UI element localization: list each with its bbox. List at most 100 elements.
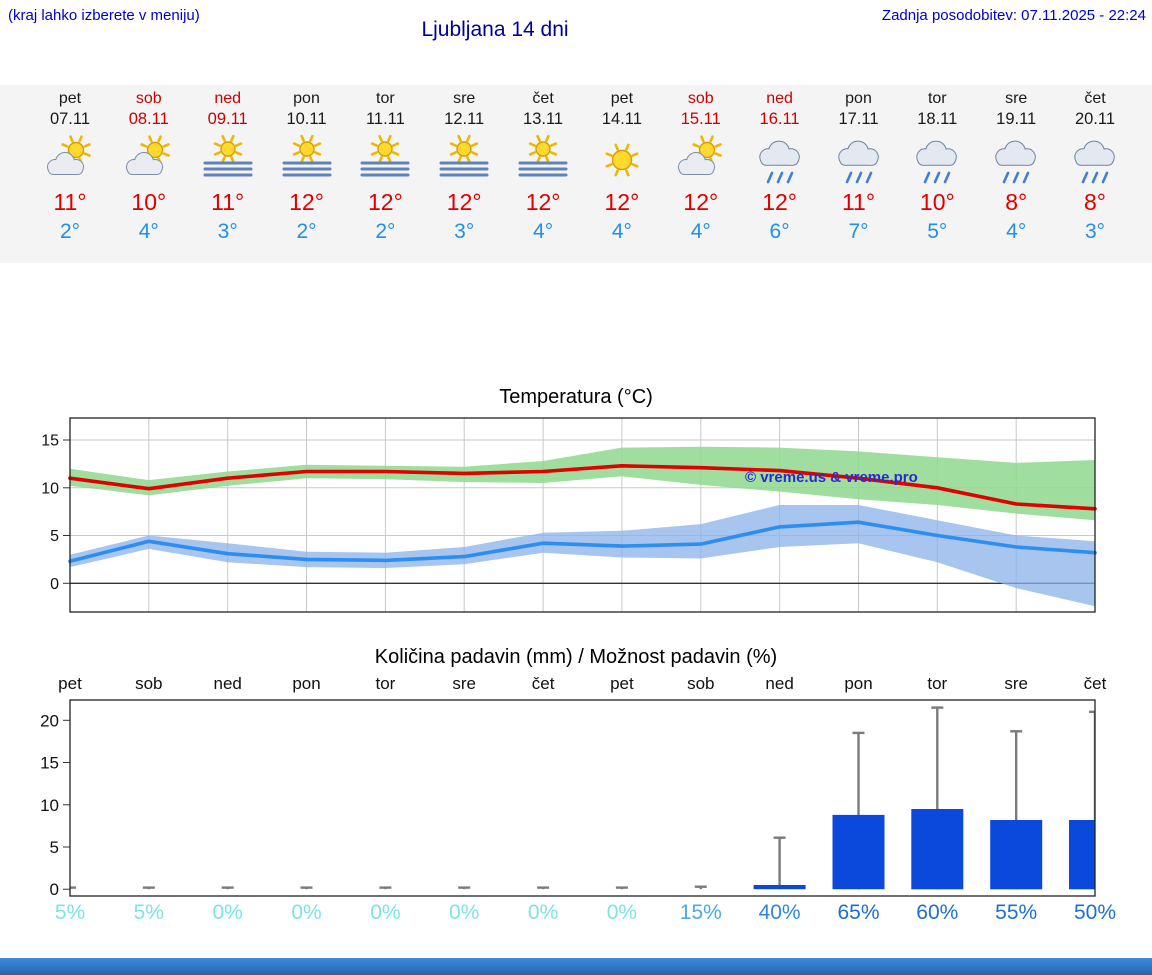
- precip-axis-label: 10: [40, 796, 59, 815]
- forecast-day: pon 10.11 12° 2°: [268, 85, 346, 244]
- location-hint: (kraj lahko izberete v meniju): [8, 7, 200, 24]
- weather-icon-wrap: [425, 135, 503, 187]
- high-temp: 12°: [762, 189, 797, 215]
- day-name: čet: [1084, 90, 1106, 107]
- forecast-day: sob 15.11 12° 4°: [662, 85, 740, 244]
- sun-fog-icon: [282, 135, 331, 177]
- sun-fog-icon: [203, 135, 253, 177]
- precip-whisker: [694, 885, 707, 890]
- precip-probability: 0%: [606, 901, 638, 924]
- precip-probability: 0%: [212, 901, 243, 924]
- precip-bar: [753, 885, 806, 890]
- day-name: pet: [58, 90, 82, 107]
- precip-day-label: pon: [844, 674, 872, 693]
- weather-icon-wrap: [31, 135, 109, 187]
- precip-day-label: ned: [765, 674, 793, 693]
- day-date: 08.11: [128, 110, 169, 128]
- precip-chart-title: Količina padavin (mm) / Možnost padavin …: [374, 646, 778, 668]
- watermark-text: © vreme.us & vreme.pro: [745, 469, 918, 486]
- low-temp: 2°: [296, 220, 317, 243]
- precip-probability: 0%: [291, 901, 322, 924]
- day-name: ned: [766, 90, 793, 107]
- precip-day-label: sre: [452, 674, 476, 693]
- weather-icon-wrap: [1056, 135, 1134, 187]
- precip-axis-label: 0: [50, 880, 59, 899]
- precip-probability: 0%: [449, 901, 480, 924]
- precip-probability: 5%: [133, 901, 164, 924]
- day-date: 16.11: [759, 110, 800, 128]
- sun-fog-icon: [439, 135, 489, 177]
- precip-whisker: [458, 886, 471, 890]
- precip-whisker: [379, 886, 392, 890]
- forecast-day: ned 09.11 11° 3°: [189, 85, 267, 244]
- precip-whisker: [1089, 710, 1095, 890]
- precip-day-label: tor: [375, 674, 395, 693]
- day-date: 20.11: [1074, 110, 1116, 128]
- high-temp: 8°: [1084, 189, 1106, 215]
- day-date: 17.11: [838, 110, 879, 128]
- day-date: 13.11: [523, 110, 564, 128]
- temp-axis-label: 15: [41, 433, 59, 450]
- forecast-day: tor 11.11 12° 2°: [346, 85, 424, 244]
- forecast-day: čet 20.11 8° 3°: [1056, 85, 1134, 244]
- precip-whisker: [773, 836, 786, 890]
- precip-whisker: [142, 886, 155, 890]
- precip-axis-label: 5: [50, 838, 59, 857]
- footer-bar: [0, 958, 1152, 975]
- sun-cloud-icon: [47, 135, 91, 175]
- day-name: sre: [1005, 90, 1028, 107]
- day-date: 11.11: [365, 110, 405, 128]
- max-range-band: [70, 446, 1095, 521]
- high-temp: 12°: [525, 189, 561, 215]
- precip-day-label: tor: [927, 674, 947, 693]
- forecast-day: sob 08.11 10° 4°: [110, 85, 188, 244]
- min-range-band: [70, 505, 1095, 607]
- day-date: 15.11: [680, 110, 721, 128]
- weather-icon-wrap: [583, 135, 661, 187]
- precip-day-label: pet: [58, 674, 82, 693]
- weather-icon-wrap: [898, 135, 976, 187]
- day-name: tor: [927, 90, 947, 107]
- sun-cloud-icon: [677, 135, 722, 175]
- low-temp: 3°: [217, 220, 238, 243]
- high-temp: 12°: [683, 189, 719, 215]
- precip-day-label: čet: [532, 674, 555, 693]
- sun-fog-icon: [518, 135, 568, 177]
- weather-icon-wrap: [268, 135, 346, 187]
- weather-icon-wrap: [189, 135, 267, 187]
- precip-axis-label: 15: [40, 754, 59, 773]
- low-temp: 5°: [927, 220, 948, 243]
- day-date: 09.11: [207, 110, 248, 128]
- high-temp: 12°: [289, 189, 324, 215]
- rain-icon: [758, 140, 800, 184]
- forecast-day: sre 12.11 12° 3°: [425, 85, 503, 244]
- day-date: 19.11: [996, 110, 1037, 128]
- precip-whisker: [615, 886, 628, 890]
- high-temp: 11°: [53, 189, 87, 215]
- low-temp: 4°: [611, 220, 632, 243]
- temp-axis-label: 0: [50, 576, 59, 593]
- precip-day-label: ned: [214, 674, 242, 693]
- precip-whisker: [221, 886, 234, 890]
- temperature-chart: 0 5 10 15 © vreme.us & vreme.pro: [0, 412, 1152, 632]
- day-name: sre: [453, 90, 476, 107]
- precip-bar: [832, 814, 885, 890]
- high-temp: 8°: [1005, 189, 1028, 215]
- high-temp: 12°: [368, 189, 403, 215]
- max-temperature-line: [68, 463, 1097, 511]
- day-name: ned: [214, 90, 242, 107]
- temp-axis-label: 5: [50, 528, 59, 545]
- precip-day-label: čet: [1084, 674, 1107, 693]
- day-date: 12.11: [444, 110, 485, 128]
- last-update-label: Zadnja posodobitev: 07.11.2025 - 22:24: [881, 7, 1146, 24]
- weather-icon-wrap: [662, 135, 740, 187]
- high-temp: 10°: [131, 189, 167, 215]
- day-name: sob: [687, 90, 714, 107]
- day-name: pet: [610, 90, 634, 107]
- high-temp: 10°: [919, 189, 955, 215]
- day-date: 10.11: [286, 110, 327, 128]
- day-date: 14.11: [601, 110, 642, 128]
- high-temp: 11°: [211, 189, 245, 215]
- weather-icon-wrap: [504, 135, 582, 187]
- weather-icon-wrap: [110, 135, 188, 187]
